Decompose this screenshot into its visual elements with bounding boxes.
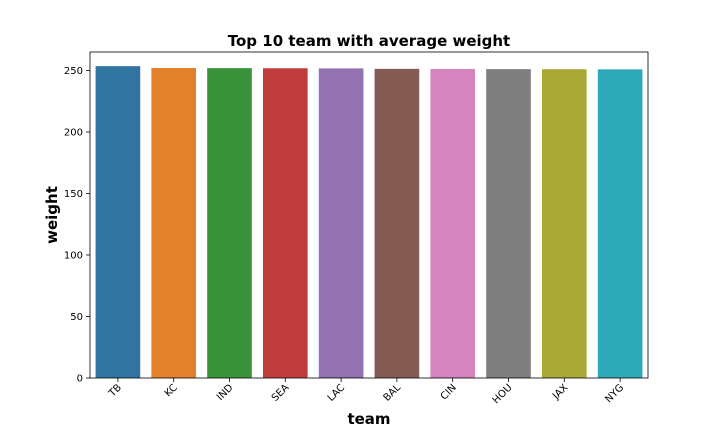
bar-cin [430,68,476,379]
bars-group [95,66,643,379]
x-tick-label: IND [215,382,236,403]
y-tick-label: 150 [64,189,83,200]
bar-ind [207,68,252,378]
x-tick-label: JAX [550,382,570,402]
x-axis-label: team [347,410,390,428]
bar-lac [318,68,364,378]
x-tick-label: NYG [603,382,626,405]
x-tick-label: BAL [382,382,404,404]
bar-sea [262,68,308,378]
x-tick-label: SEA [270,382,292,404]
y-tick-label: 100 [64,250,83,261]
bar-kc [151,67,197,378]
y-axis-ticks: 0 50 100 150 200 250 [64,66,90,385]
x-tick-label: HOU [491,382,515,406]
x-tick-label: KC [163,382,180,399]
plot-frame [89,51,649,379]
bar-jax [541,69,587,378]
x-tick-label: LAC [326,382,348,404]
y-tick-label: 0 [77,374,83,385]
bar-nyg [597,69,643,379]
bar-tb [95,66,141,379]
y-tick-label: 50 [70,312,83,323]
chart-title: Top 10 team with average weight [228,32,510,50]
x-tick-label: TB [106,382,124,400]
x-axis-ticks: TB KC IND SEA LAC BAL CIN HOU JAX NYG [106,378,626,406]
bar-bal [374,68,420,379]
x-tick-label: CIN [439,382,459,402]
bar-hou [486,69,531,379]
y-tick-label: 200 [64,127,83,138]
y-axis-label: weight [43,186,61,244]
y-tick-label: 250 [64,66,83,77]
